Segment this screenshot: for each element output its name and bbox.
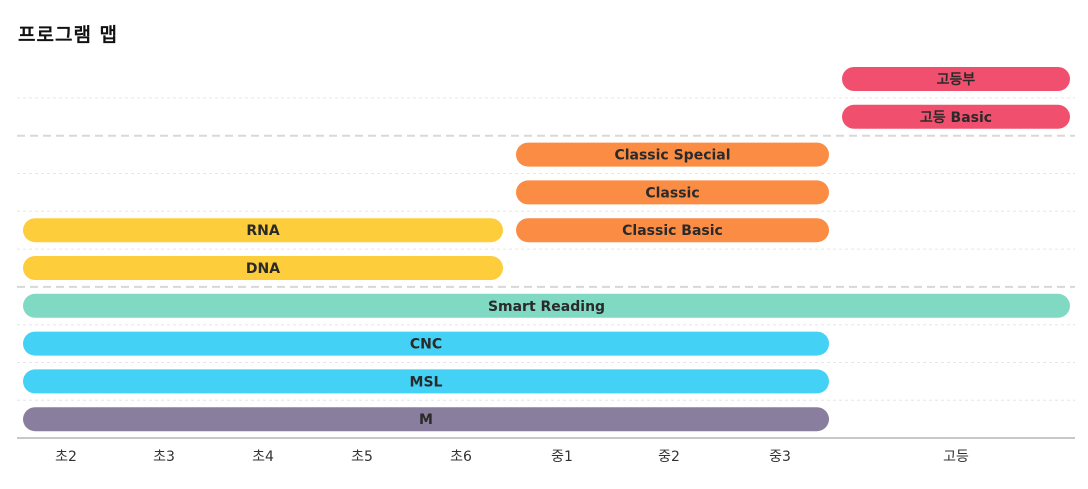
bar-label: Classic Special bbox=[614, 148, 730, 164]
x-tick-label: 중3 bbox=[769, 449, 791, 465]
x-tick-label: 고등 bbox=[943, 449, 969, 465]
bar-label: Smart Reading bbox=[488, 299, 605, 315]
bar-m bbox=[23, 407, 829, 432]
x-tick-label: 초6 bbox=[450, 449, 472, 465]
bar-label: Classic Basic bbox=[622, 223, 723, 239]
x-tick-label: 중2 bbox=[658, 449, 680, 465]
x-tick-label: 초2 bbox=[55, 449, 77, 465]
bar-classic-basic bbox=[516, 218, 829, 243]
bar-label: CNC bbox=[410, 337, 442, 353]
bar-label: MSL bbox=[410, 374, 443, 390]
x-tick-label: 초4 bbox=[252, 449, 274, 465]
bar-rna bbox=[23, 218, 503, 243]
bar-msl bbox=[23, 369, 829, 394]
bar-고등-basic bbox=[842, 104, 1070, 129]
bar-cnc bbox=[23, 331, 829, 356]
bar-dna bbox=[23, 256, 503, 280]
bar-classic bbox=[516, 180, 829, 205]
bar-label: RNA bbox=[246, 223, 279, 239]
bar-classic-special bbox=[516, 142, 829, 167]
chart-title: 프로그램 맵 bbox=[18, 24, 119, 46]
x-tick-label: 초5 bbox=[351, 449, 373, 465]
bar-label: Classic bbox=[645, 185, 699, 201]
bar-label: 고등 Basic bbox=[920, 110, 992, 126]
x-tick-label: 중1 bbox=[551, 449, 573, 465]
bar-label: 고등부 bbox=[937, 72, 976, 88]
bar-label: M bbox=[419, 412, 433, 428]
bar-smart-reading bbox=[23, 293, 1070, 318]
bar-고등부 bbox=[842, 67, 1070, 91]
bar-label: DNA bbox=[246, 261, 280, 277]
x-tick-label: 초3 bbox=[153, 449, 175, 465]
